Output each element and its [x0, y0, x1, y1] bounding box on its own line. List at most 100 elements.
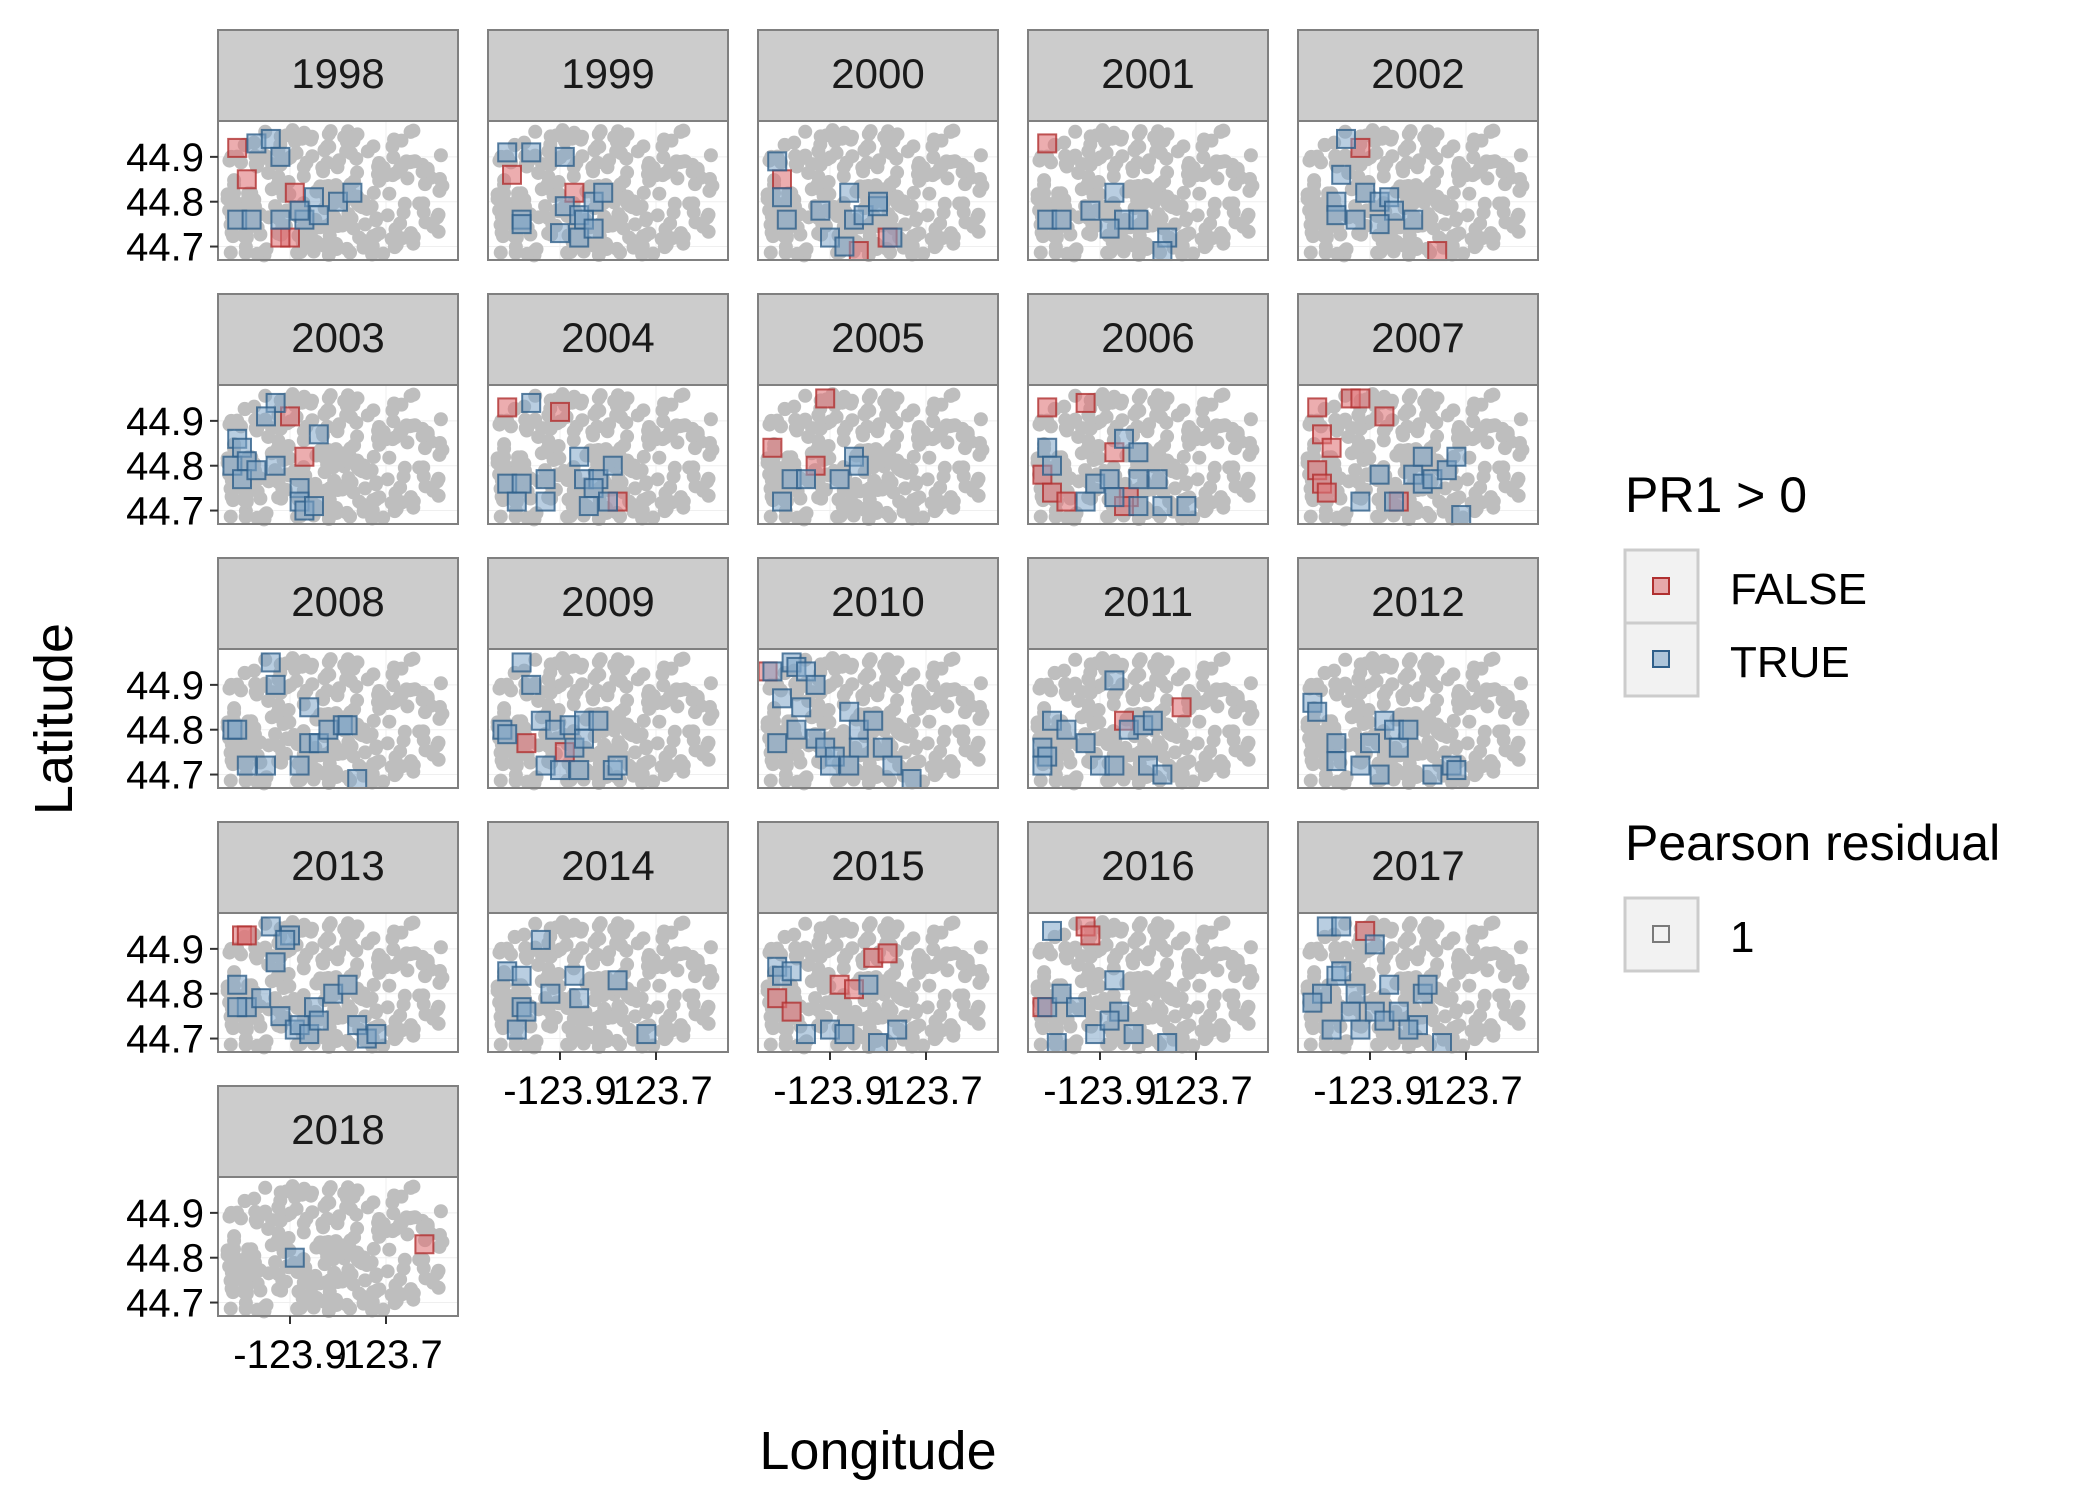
panel-border — [1027, 384, 1269, 525]
background-point — [1242, 700, 1257, 715]
background-point — [415, 428, 430, 443]
background-point — [830, 209, 845, 224]
background-point — [1486, 764, 1501, 779]
background-point — [236, 228, 251, 243]
background-point — [1057, 663, 1072, 678]
point-true — [872, 737, 893, 758]
panel-border — [487, 912, 729, 1053]
background-point — [329, 500, 344, 515]
background-point — [945, 682, 960, 697]
background-point — [1330, 774, 1345, 789]
background-point — [666, 469, 681, 484]
background-point — [1329, 687, 1344, 702]
point-true — [1147, 469, 1168, 490]
background-point — [810, 705, 825, 720]
background-point — [821, 715, 836, 730]
background-point — [1452, 490, 1467, 505]
background-point — [798, 916, 813, 931]
background-point — [519, 423, 534, 438]
background-point — [912, 437, 927, 452]
background-point — [1132, 139, 1147, 154]
background-point — [433, 676, 448, 691]
background-point — [315, 952, 330, 967]
background-point — [289, 132, 304, 147]
background-point — [1460, 472, 1475, 487]
background-point — [540, 177, 555, 192]
facet-strip — [757, 29, 999, 122]
y-tick-label: 44.9 — [126, 928, 204, 972]
background-point — [223, 773, 238, 788]
background-point — [360, 936, 375, 951]
background-point — [1512, 436, 1527, 451]
point-true — [805, 674, 826, 695]
background-point — [1063, 755, 1078, 770]
point-true — [289, 755, 310, 776]
background-point — [227, 705, 242, 720]
background-point — [1170, 198, 1185, 213]
point-true — [256, 406, 276, 427]
facet-strip-label: 2006 — [1101, 314, 1194, 361]
point-true — [1369, 214, 1390, 235]
point-true — [901, 769, 922, 790]
background-point — [494, 753, 509, 768]
point-true — [1331, 164, 1352, 185]
background-point — [1170, 726, 1185, 741]
background-point — [670, 171, 685, 186]
background-point — [658, 1014, 673, 1029]
background-point — [1153, 674, 1168, 689]
background-point — [658, 222, 673, 237]
background-point — [1316, 228, 1331, 243]
background-point — [270, 441, 285, 456]
background-point — [1333, 227, 1348, 242]
background-point — [281, 979, 296, 994]
point-true — [1032, 755, 1053, 776]
point-true — [839, 182, 860, 203]
background-point — [861, 512, 876, 527]
background-point — [1216, 236, 1231, 251]
point-true — [574, 728, 594, 749]
background-point — [666, 997, 681, 1012]
point-true — [227, 997, 248, 1018]
background-point — [329, 236, 344, 251]
background-point — [676, 1028, 691, 1043]
background-point — [1385, 149, 1400, 164]
background-point — [432, 436, 447, 451]
background-point — [1483, 754, 1498, 769]
background-point — [1168, 481, 1183, 496]
background-point — [789, 159, 804, 174]
facet-panel-2011: 2011 — [1027, 557, 1269, 791]
background-point — [607, 922, 622, 937]
background-point — [659, 238, 674, 253]
background-point — [358, 217, 373, 232]
background-point — [700, 210, 715, 225]
point-true — [1369, 764, 1390, 785]
background-point — [787, 927, 802, 942]
background-point — [403, 916, 418, 931]
background-point — [344, 1003, 359, 1018]
background-point — [1091, 187, 1106, 202]
background-point — [943, 754, 958, 769]
facet-strip-label: 2014 — [561, 842, 654, 889]
background-point — [628, 481, 643, 496]
background-point — [895, 497, 910, 512]
background-point — [646, 161, 661, 176]
background-point — [380, 736, 395, 751]
background-point — [900, 462, 915, 477]
background-point — [517, 927, 532, 942]
background-point — [1440, 726, 1455, 741]
background-point — [1125, 688, 1140, 703]
background-point — [655, 667, 670, 682]
point-true — [1042, 455, 1062, 476]
background-point — [1139, 236, 1154, 251]
background-point — [925, 139, 940, 154]
background-point — [570, 1009, 585, 1024]
background-point — [339, 505, 354, 520]
background-point — [955, 428, 970, 443]
panel-border — [217, 384, 459, 525]
point-true — [1152, 241, 1173, 262]
background-point — [305, 941, 320, 956]
facet-strip-label: 2004 — [561, 314, 654, 361]
background-point — [682, 988, 697, 1003]
background-point — [369, 739, 384, 754]
